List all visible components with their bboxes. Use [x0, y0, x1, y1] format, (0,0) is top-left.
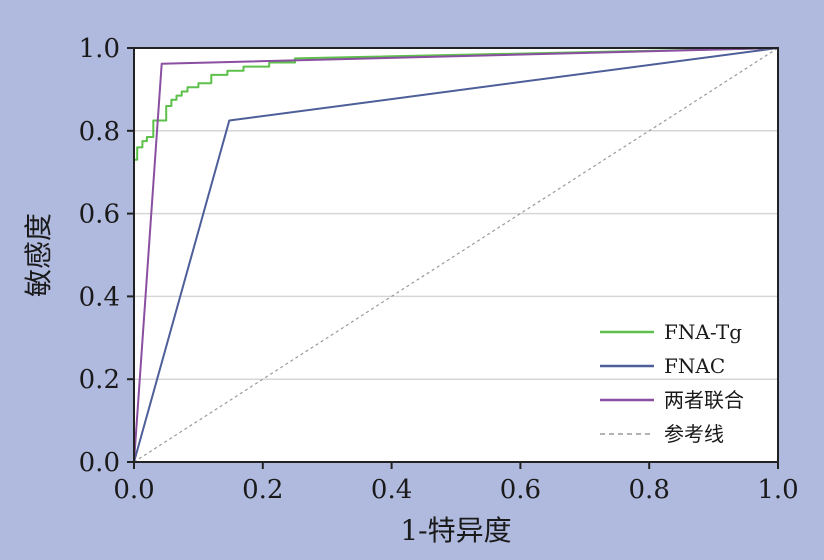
grid-lines	[134, 130, 778, 380]
y-tick-label-2: 0.4	[79, 282, 120, 312]
x-tick-label-5: 1.0	[757, 475, 798, 505]
y-tick-label-0: 0.0	[79, 448, 120, 478]
y-tick-label-1: 0.2	[79, 365, 120, 395]
series-lines	[133, 47, 779, 463]
legend-label-1: FNAC	[664, 354, 725, 378]
y-axis-title: 敏感度	[22, 213, 55, 297]
series-line-3	[133, 47, 779, 463]
y-tick-label-4: 0.8	[79, 117, 120, 147]
x-tick-label-4: 0.8	[629, 475, 670, 505]
plot-frame	[133, 47, 779, 463]
x-tick-label-3: 0.6	[500, 475, 541, 505]
x-axis-title: 1-特异度	[400, 514, 511, 547]
x-axis-ticks: 0.0 0.2 0.4 0.6 0.8 1.0	[113, 462, 799, 505]
y-tick-label-5: 1.0	[79, 34, 120, 64]
x-tick-label-2: 0.4	[371, 475, 412, 505]
legend-label-0: FNA-Tg	[664, 320, 742, 344]
series-line-2	[133, 47, 779, 463]
x-tick-label-1: 0.2	[242, 475, 283, 505]
y-tick-label-3: 0.6	[79, 200, 120, 230]
legend-label-3: 参考线	[664, 422, 724, 446]
y-axis-ticks: 0.0 0.2 0.4 0.6 0.8 1.0	[79, 34, 134, 478]
series-line-0	[133, 47, 779, 462]
series-line-1	[133, 47, 779, 463]
x-tick-label-0: 0.0	[113, 475, 154, 505]
legend-label-2: 两者联合	[664, 388, 744, 412]
